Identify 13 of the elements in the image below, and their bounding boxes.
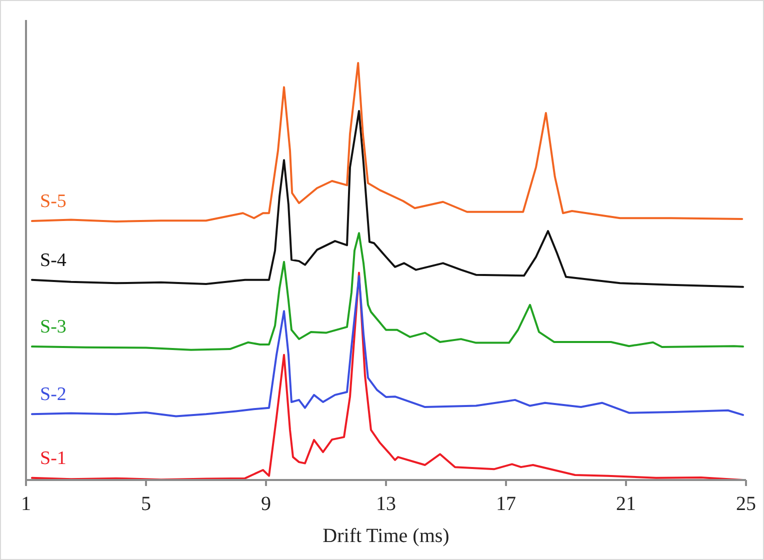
x-tick-label: 21 [616, 493, 636, 515]
x-tick-label: 13 [376, 493, 396, 515]
series-label: S-3 [40, 316, 66, 338]
series-label: S-5 [40, 191, 66, 212]
x-tick-label: 25 [736, 493, 756, 515]
x-tick-label: 17 [496, 493, 516, 515]
series-label: S-4 [40, 250, 67, 271]
x-tick-label: 1 [21, 493, 31, 515]
series-label: S-1 [40, 448, 66, 469]
series-label: S-2 [40, 384, 66, 406]
x-axis-title: Drift Time (ms) [322, 525, 450, 547]
x-tick-label: 9 [261, 493, 271, 515]
x-tick-label: 5 [141, 493, 151, 515]
